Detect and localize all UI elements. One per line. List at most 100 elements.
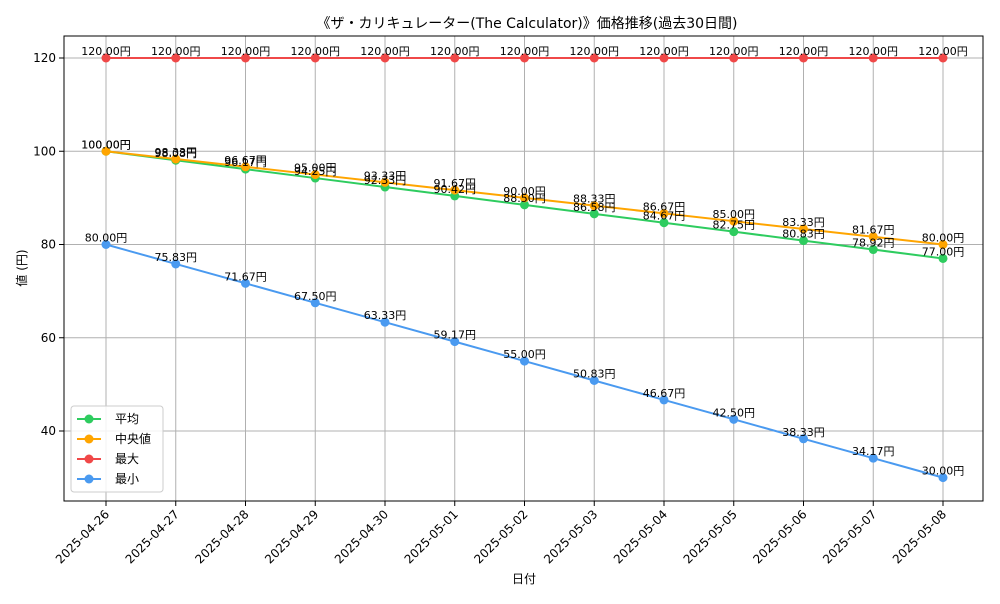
data-point [310, 53, 320, 63]
data-label: 77.00円 [922, 245, 965, 258]
data-label: 94.25円 [294, 165, 337, 178]
x-tick-label: 2025-05-08 [890, 507, 949, 566]
data-label: 100.00円 [81, 138, 131, 151]
data-label: 120.00円 [779, 45, 829, 58]
data-point [659, 395, 669, 405]
data-point [380, 53, 390, 63]
x-tick-label: 2025-04-28 [192, 507, 251, 566]
data-point [520, 200, 529, 210]
data-point [729, 216, 739, 226]
x-tick-label: 2025-05-05 [681, 507, 740, 566]
legend-marker [84, 454, 94, 464]
y-tick-label: 120 [33, 51, 56, 65]
x-tick-label: 2025-05-02 [471, 507, 530, 566]
data-label: 81.67円 [852, 224, 895, 237]
data-label: 80.00円 [85, 232, 128, 245]
data-label: 120.00円 [430, 45, 480, 58]
data-point [868, 245, 878, 255]
legend-box [70, 405, 164, 493]
data-label: 95.00円 [294, 162, 337, 175]
data-label: 59.17円 [434, 329, 477, 342]
data-label: 67.50円 [294, 290, 337, 303]
data-point [799, 53, 808, 63]
data-point [938, 240, 948, 249]
data-label: 90.42円 [434, 183, 477, 196]
data-point [868, 53, 878, 63]
x-tick-label: 2025-05-06 [750, 507, 809, 566]
data-label: 96.17円 [224, 156, 267, 169]
x-tick-label: 2025-05-07 [820, 507, 879, 566]
x-tick-label: 2025-04-27 [123, 507, 182, 566]
data-label: 84.67円 [643, 210, 686, 223]
data-label: 55.00円 [503, 348, 546, 361]
data-point [729, 414, 739, 424]
data-point [241, 162, 250, 172]
data-point [520, 193, 529, 203]
data-label: 46.67円 [643, 387, 686, 400]
data-label: 120.00円 [151, 45, 201, 58]
data-point [520, 53, 529, 63]
x-tick-label: 2025-05-01 [402, 507, 461, 566]
data-label: 34.17円 [852, 445, 895, 458]
data-point [171, 53, 181, 63]
data-point [589, 201, 599, 211]
series-layer [101, 53, 948, 483]
legend-marker [84, 474, 94, 484]
x-tick-label: 2025-05-03 [541, 507, 600, 566]
data-point [938, 253, 948, 263]
data-point [310, 170, 320, 180]
data-point [589, 376, 599, 386]
data-point [938, 53, 948, 63]
data-label: 98.08円 [155, 147, 198, 160]
data-point [589, 209, 599, 219]
legend-label: 平均 [115, 412, 139, 426]
data-label: 120.00円 [849, 45, 899, 58]
data-point [659, 53, 669, 63]
data-label: 71.67円 [224, 270, 267, 283]
data-label: 75.83円 [155, 251, 198, 264]
data-point [799, 434, 808, 444]
data-point [380, 317, 390, 327]
y-tick-label: 60 [41, 331, 56, 345]
data-label: 120.00円 [291, 45, 341, 58]
y-tick-label: 100 [33, 144, 56, 158]
data-label: 120.00円 [709, 45, 759, 58]
data-label: 50.83円 [573, 368, 616, 381]
data-point [101, 240, 111, 249]
data-point [589, 53, 599, 63]
data-point [450, 53, 460, 63]
data-point [101, 53, 111, 63]
data-label: 91.67円 [434, 177, 477, 190]
data-label: 120.00円 [570, 45, 620, 58]
data-label: 80.00円 [922, 232, 965, 245]
data-label: 85.00円 [713, 208, 756, 221]
data-label: 98.33円 [155, 146, 198, 159]
x-tick-label: 2025-05-04 [611, 507, 670, 566]
data-point [868, 232, 878, 242]
plot-area-frame [63, 35, 984, 502]
data-point [171, 154, 181, 164]
data-label: 90.00円 [503, 185, 546, 198]
data-label: 120.00円 [918, 45, 968, 58]
data-point [729, 53, 739, 63]
data-label: 30.00円 [922, 465, 965, 478]
data-point [450, 185, 460, 195]
data-point [380, 177, 390, 187]
data-label: 82.75円 [713, 219, 756, 232]
data-point [799, 236, 808, 246]
data-label: 120.00円 [221, 45, 271, 58]
legend-label: 中央値 [115, 431, 151, 446]
data-label: 38.33円 [782, 426, 825, 439]
data-point [799, 224, 808, 234]
data-point [241, 53, 250, 63]
data-labels: 100.00円 98.08円 96.17円 94.25円 92.33円 90.42円 88.… [81, 45, 968, 478]
legend-label: 最大 [115, 452, 139, 466]
grid-lines [64, 36, 983, 501]
data-label: 78.92円 [852, 237, 895, 250]
legend-marker [84, 434, 94, 444]
data-label: 120.00円 [639, 45, 689, 58]
x-tick-label: 2025-04-26 [53, 507, 112, 566]
data-label: 88.33円 [573, 193, 616, 206]
